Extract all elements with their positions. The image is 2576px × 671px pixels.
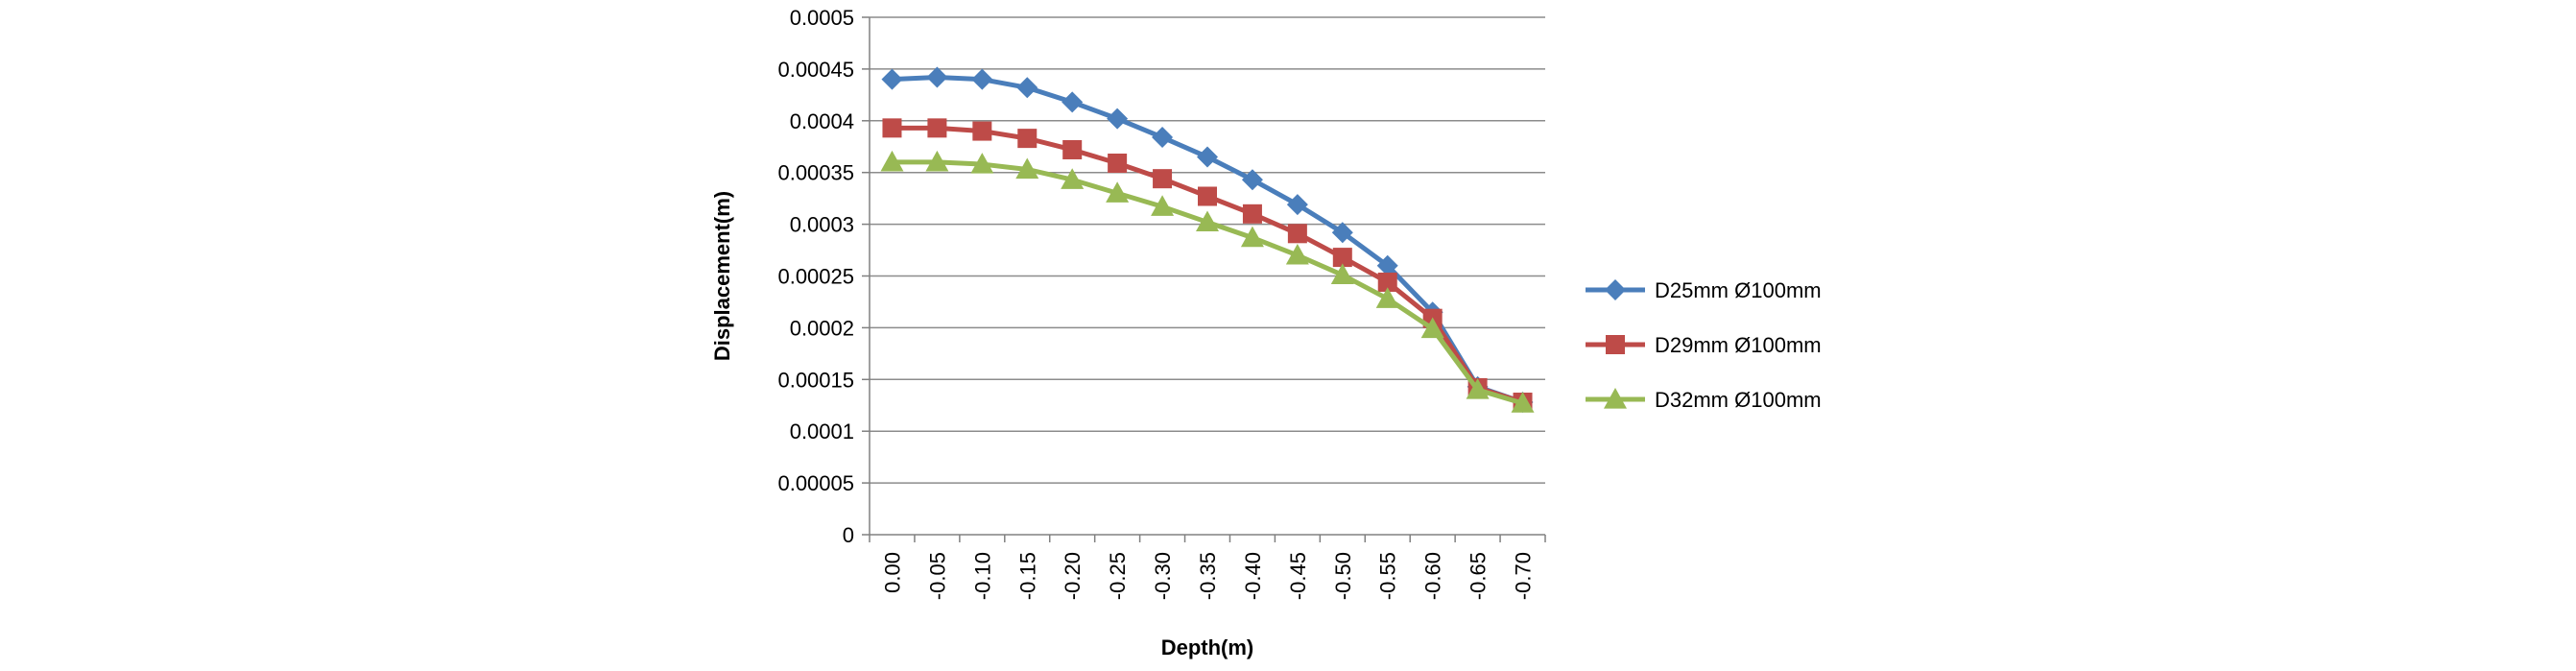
data-point: [970, 153, 994, 174]
y-tick-label: 0.0005: [790, 6, 854, 30]
data-point: [1107, 108, 1129, 130]
x-tick-label: -0.05: [925, 552, 949, 600]
y-tick-label: 0.0004: [790, 109, 854, 133]
x-tick-label: -0.10: [970, 552, 994, 600]
x-tick-label: -0.20: [1061, 552, 1085, 600]
data-point: [1286, 194, 1308, 216]
data-point: [1017, 129, 1038, 149]
data-point: [1375, 287, 1399, 308]
data-point: [1511, 392, 1535, 413]
data-point: [881, 68, 903, 90]
data-point: [1242, 204, 1262, 224]
x-tick-label: -0.25: [1106, 552, 1130, 600]
data-point: [880, 150, 904, 172]
legend-item: D25mm Ø100mm: [1586, 278, 1822, 302]
legend-marker: [1604, 388, 1627, 409]
data-point: [1015, 157, 1039, 180]
legend-item: D29mm Ø100mm: [1586, 333, 1822, 357]
data-point: [1108, 153, 1128, 173]
x-tick-label: -0.55: [1376, 552, 1400, 600]
y-tick-label: 0: [843, 523, 854, 547]
data-point: [1332, 248, 1352, 268]
data-point: [1198, 186, 1217, 206]
legend-marker: [1605, 279, 1626, 300]
legend: D25mm Ø100mm D29mm Ø100mm D32mm Ø100mm: [1586, 278, 1822, 412]
data-point: [1061, 91, 1084, 113]
y-tick-label: 0.0002: [790, 316, 854, 340]
x-tick-labels: 0.00 -0.05 -0.10 -0.15 -0.20 -0.25 -0.30 -0.35-…: [880, 552, 1535, 600]
x-tick-label: -0.30: [1151, 552, 1175, 600]
y-tick-label: 0.00045: [777, 58, 854, 82]
gridlines: [870, 16, 1545, 484]
y-tick-label: 0.0001: [790, 419, 854, 443]
y-tick-labels: 0 0.00005 0.0001 0.00015 0.0002 0.00025 0.0003…: [777, 6, 854, 547]
y-axis-title: Displacement(m): [710, 191, 734, 361]
x-tick-label: -0.65: [1467, 552, 1491, 600]
x-tick-label: -0.50: [1331, 552, 1355, 600]
data-point: [882, 118, 902, 138]
data-point: [1330, 263, 1354, 285]
data-point: [1062, 139, 1083, 159]
data-point: [1241, 169, 1263, 191]
axes: [862, 16, 1546, 542]
x-tick-label: -0.45: [1286, 552, 1310, 600]
data-point: [1152, 127, 1174, 149]
data-point: [972, 121, 992, 141]
data-point: [1377, 272, 1397, 292]
x-tick-label: -0.70: [1512, 552, 1536, 600]
data-point: [927, 118, 947, 138]
data-point: [1287, 224, 1307, 244]
x-tick-label: -0.35: [1196, 552, 1220, 600]
x-tick-label: 0.00: [880, 552, 904, 593]
data-point: [1106, 181, 1130, 203]
y-tick-label: 0.00025: [777, 265, 854, 289]
series-group: [880, 150, 1535, 413]
data-point: [1331, 222, 1353, 244]
y-tick-label: 0.00035: [777, 161, 854, 185]
data-point: [971, 68, 993, 90]
data-point: [1061, 168, 1085, 189]
legend-label: D32mm Ø100mm: [1655, 388, 1822, 412]
data-point: [1016, 77, 1038, 99]
data-point: [1197, 146, 1218, 168]
legend-item: D32mm Ø100mm: [1586, 388, 1822, 412]
series-lines: [880, 66, 1535, 414]
x-tick-label: -0.15: [1015, 552, 1039, 600]
x-axis-title: Depth(m): [1161, 635, 1254, 659]
data-point: [1240, 226, 1264, 248]
legend-label: D25mm Ø100mm: [1655, 278, 1822, 302]
data-point: [1285, 243, 1309, 265]
legend-label: D29mm Ø100mm: [1655, 333, 1822, 357]
x-tick-label: -0.60: [1421, 552, 1445, 600]
y-tick-label: 0.0003: [790, 213, 854, 237]
x-tick-label: -0.40: [1241, 552, 1265, 600]
series-group: [881, 66, 1534, 414]
data-point: [926, 66, 948, 88]
legend-marker: [1606, 335, 1625, 354]
data-point: [1151, 195, 1175, 216]
data-point: [1376, 254, 1398, 276]
y-tick-label: 0.00015: [777, 368, 854, 392]
data-point: [925, 150, 949, 172]
data-point: [1196, 210, 1219, 232]
y-tick-label: 0.00005: [777, 471, 854, 495]
data-point: [1153, 169, 1173, 189]
data-point: [1420, 317, 1444, 339]
data-point: [1466, 378, 1490, 399]
